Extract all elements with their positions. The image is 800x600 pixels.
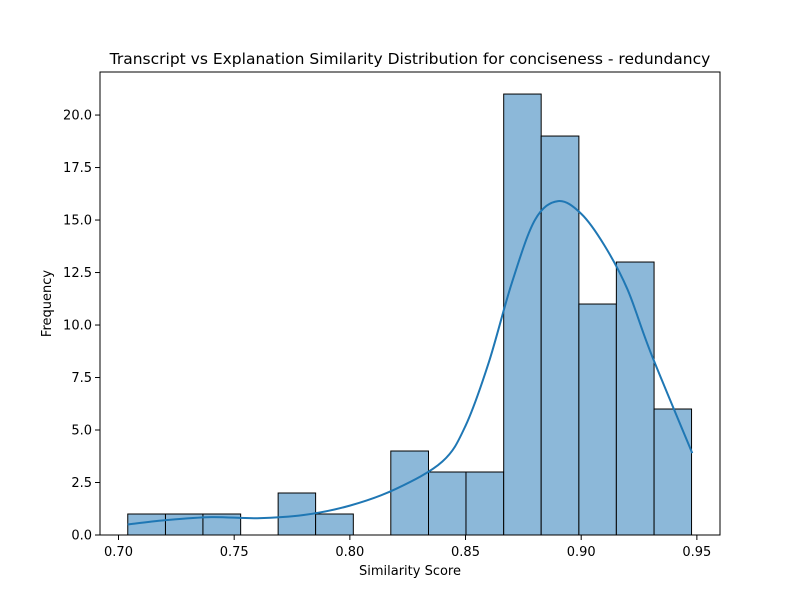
y-tick-label: 2.5 [71, 476, 92, 491]
x-tick-label: 0.95 [682, 545, 711, 560]
x-tick-label: 0.85 [451, 545, 480, 560]
kde-layer [127, 200, 694, 526]
histogram-bar [315, 513, 354, 536]
bars-layer [127, 93, 693, 536]
x-tick-label: 0.70 [104, 545, 133, 560]
y-tick-label: 15.0 [63, 214, 92, 229]
plot-frame [99, 71, 721, 536]
kde-line [127, 200, 694, 526]
y-tick-label: 20.0 [63, 109, 92, 124]
y-tick-label: 12.5 [63, 266, 92, 281]
y-tick-label: 0.0 [71, 529, 92, 544]
histogram-bar [465, 471, 505, 536]
histogram-bar [390, 450, 430, 536]
x-tick-label: 0.90 [567, 545, 596, 560]
x-tick-label: 0.80 [335, 545, 364, 560]
x-axis: 0.70 0.75 0.80 0.85 0.90 0.95 [104, 535, 711, 560]
chart-title: Transcript vs Explanation Similarity Dis… [109, 50, 711, 68]
y-tick-label: 7.5 [71, 371, 92, 386]
y-tick-label: 17.5 [63, 161, 92, 176]
y-tick-label: 10.0 [63, 319, 92, 334]
histogram-bar [578, 303, 617, 536]
x-tick-label: 0.75 [220, 545, 249, 560]
y-axis-label: Frequency [40, 270, 55, 337]
histogram-bar [653, 408, 693, 536]
histogram-bar [540, 135, 580, 536]
histogram-bar [615, 261, 655, 536]
histogram-bar [503, 93, 542, 536]
x-axis-label: Similarity Score [359, 564, 461, 579]
histogram-bar [428, 471, 467, 536]
y-tick-label: 5.0 [71, 424, 92, 439]
y-axis: 0.0 2.5 5.0 7.5 10.0 12.5 15.0 17.5 20.0 [63, 109, 100, 544]
